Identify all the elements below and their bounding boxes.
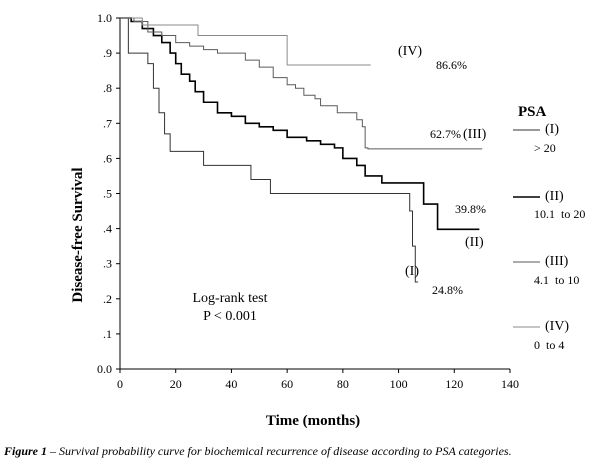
legend-title: PSA (518, 104, 547, 120)
series-i-percent: 24.8% (432, 283, 463, 297)
y-tick-label: .4 (103, 222, 112, 236)
y-ticks: 0.0 .1 .2 .3 .4 .5 .6 .7 .8 .9 1.0 (97, 11, 120, 376)
legend-item-iv-range: 0 to 4 (534, 338, 564, 352)
series-i-label: (I) (405, 264, 419, 279)
y-tick-label: 0.0 (97, 362, 112, 376)
legend-item-iii-range: 4.1 to 10 (534, 273, 579, 287)
logrank-annotation-line2: P < 0.001 (203, 309, 257, 324)
x-tick-label: 140 (501, 377, 519, 391)
y-tick-label: .2 (103, 292, 112, 306)
y-tick-label: .6 (103, 151, 112, 165)
series-iii-percent: 62.7% (430, 127, 461, 141)
series-line-ii (120, 17, 480, 231)
legend-item-ii-label: (II) (545, 189, 564, 204)
y-tick-label: .7 (103, 116, 112, 130)
legend: PSA (I) > 20 (II) 10.1 to 20 (III) 4.1 t… (513, 104, 585, 352)
series-lines (120, 17, 483, 283)
y-tick-label: .8 (103, 81, 112, 95)
y-axis-label: Disease-free Survival (70, 167, 86, 302)
x-tick-label: 40 (225, 377, 237, 391)
series-line-iv (120, 17, 371, 66)
x-axis-label: Time (months) (266, 413, 360, 429)
logrank-annotation-line1: Log-rank test (192, 291, 267, 306)
x-tick-label: 0 (117, 377, 123, 391)
caption-prefix: Figure 1 (3, 444, 47, 458)
series-ii-percent: 39.8% (455, 202, 486, 216)
series-iii-label: (III) (463, 127, 487, 142)
series-line-i (120, 17, 419, 283)
caption-text: – Survival probability curve for biochem… (47, 444, 512, 458)
legend-item-iii-label: (III) (545, 254, 569, 269)
legend-item-i-range: > 20 (534, 141, 556, 155)
series-iv-label: (IV) (398, 44, 422, 59)
x-tick-label: 20 (170, 377, 182, 391)
y-tick-label: .9 (103, 46, 112, 60)
legend-item-ii-range: 10.1 to 20 (534, 207, 585, 221)
series-line-iii (120, 17, 483, 150)
x-tick-label: 120 (445, 377, 463, 391)
figure-caption: Figure 1 – Survival probability curve fo… (3, 444, 512, 458)
legend-item-iv-label: (IV) (545, 319, 569, 334)
y-tick-label: .5 (103, 187, 112, 201)
x-tick-label: 100 (390, 377, 408, 391)
series-ii-label: (II) (465, 235, 484, 250)
y-tick-label: 1.0 (97, 11, 112, 25)
x-ticks: 0 20 40 60 80 100 120 140 (117, 369, 519, 391)
x-tick-label: 80 (337, 377, 349, 391)
y-tick-label: .1 (103, 327, 112, 341)
y-tick-label: .3 (103, 257, 112, 271)
legend-item-i-label: (I) (545, 122, 559, 137)
series-iv-percent: 86.6% (436, 58, 467, 72)
x-tick-label: 60 (281, 377, 293, 391)
